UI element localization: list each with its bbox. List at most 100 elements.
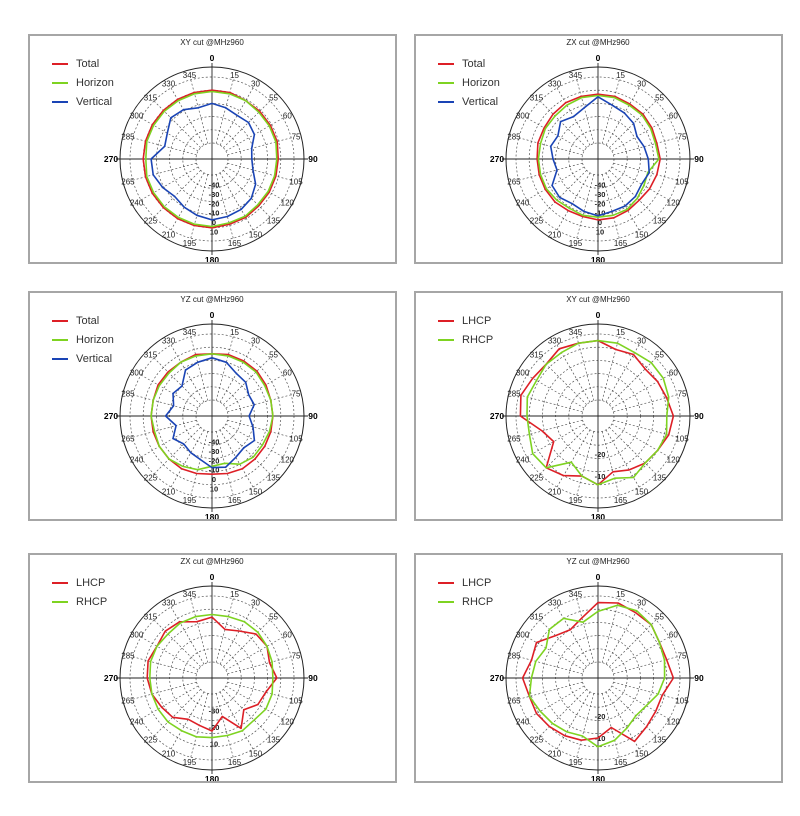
grid-spoke	[605, 429, 640, 488]
grid-spoke	[215, 693, 234, 758]
angle-tick-label: 105	[675, 697, 689, 706]
grid-spoke	[609, 689, 657, 737]
angle-tick-label: 300	[130, 631, 144, 640]
angle-tick-label: 345	[183, 328, 197, 337]
angle-tick-label: 135	[653, 217, 667, 226]
angle-tick-label: 30	[251, 80, 260, 89]
legend-item-vertical: Vertical	[52, 349, 114, 368]
angle-tick-label: 135	[267, 217, 281, 226]
grid-spoke	[215, 598, 234, 663]
legend-item-horizon: Horizon	[52, 73, 114, 92]
angle-tick-label: 15	[616, 590, 625, 599]
grid-spoke	[225, 685, 284, 720]
angle-tick-label: 240	[130, 718, 144, 727]
series-line-vertical	[150, 102, 257, 221]
angle-tick-label: 180	[205, 774, 219, 781]
legend-item-total: Total	[438, 54, 500, 73]
angle-tick-label: 60	[669, 112, 678, 121]
legend-swatch	[438, 100, 454, 103]
angle-tick-label: 265	[121, 697, 135, 706]
legend-label: Vertical	[76, 95, 113, 108]
angle-tick-label: 30	[637, 599, 646, 608]
angle-tick-label: 285	[507, 651, 521, 660]
angle-tick-label: 90	[308, 673, 318, 683]
grid-spoke	[227, 656, 292, 675]
grid-spoke	[539, 619, 587, 667]
grid-spoke	[132, 162, 197, 181]
legend-swatch	[52, 357, 68, 360]
legend-label: RHCP	[462, 595, 494, 608]
chart-legend: Total Horizon Vertical	[52, 54, 114, 111]
chart-legend: LHCP RHCP	[52, 573, 107, 611]
angle-tick-label: 300	[516, 369, 530, 378]
angle-tick-label: 120	[281, 199, 295, 208]
grid-spoke	[613, 681, 678, 700]
angle-tick-label: 135	[267, 474, 281, 483]
angle-tick-label: 120	[667, 456, 681, 465]
angle-tick-label: 330	[162, 337, 176, 346]
radial-tick-label: -30	[595, 190, 606, 199]
grid-spoke	[140, 166, 199, 201]
grid-spoke	[518, 394, 583, 413]
legend-label: Vertical	[462, 95, 499, 108]
angle-tick-label: 285	[121, 132, 135, 141]
radial-tick-label: 0	[212, 475, 216, 484]
angle-tick-label: 0	[210, 572, 215, 582]
legend-label: RHCP	[76, 595, 108, 608]
grid-spoke	[132, 681, 197, 700]
legend-swatch	[52, 600, 68, 603]
polar-grid	[116, 63, 308, 255]
polar-grid	[116, 582, 308, 774]
grid-spoke	[556, 172, 591, 231]
angle-tick-label: 240	[130, 199, 144, 208]
grid-spoke	[601, 174, 620, 239]
radial-tick-label: -10	[595, 734, 606, 743]
radial-tick-label: -40	[595, 180, 606, 189]
angle-tick-label: 300	[130, 369, 144, 378]
legend-label: Total	[462, 57, 486, 70]
grid-spoke	[611, 117, 670, 152]
legend-item-lhcp: LHCP	[438, 311, 493, 330]
radial-tick-label: 10	[210, 485, 218, 494]
series-line-total	[142, 89, 279, 229]
grid-spoke	[190, 79, 209, 144]
grid-spoke	[576, 174, 595, 239]
chart-legend: Total Horizon Vertical	[438, 54, 500, 111]
series-line-horizon	[537, 94, 660, 218]
grid-spoke	[576, 431, 595, 496]
angle-tick-label: 240	[516, 718, 530, 727]
angle-tick-label: 300	[516, 112, 530, 121]
grid-spoke	[170, 691, 205, 750]
series-line-rhcp	[528, 604, 666, 748]
angle-tick-label: 55	[269, 350, 278, 359]
radial-tick-label: -20	[209, 199, 220, 208]
angle-tick-label: 60	[669, 631, 678, 640]
grid-spoke	[227, 681, 292, 700]
angle-tick-label: 90	[694, 154, 704, 164]
angle-tick-label: 165	[614, 496, 628, 505]
angle-tick-label: 195	[569, 496, 583, 505]
angle-tick-label: 265	[507, 435, 521, 444]
angle-tick-label: 210	[162, 487, 176, 496]
legend-label: LHCP	[76, 576, 106, 589]
angle-tick-label: 345	[569, 590, 583, 599]
angle-tick-label: 105	[289, 435, 303, 444]
grid-spoke	[225, 374, 284, 409]
grid-spoke	[170, 172, 205, 231]
grid-spoke	[605, 87, 640, 146]
angle-tick-label: 270	[490, 673, 504, 683]
chart-title: XY cut @MHz960	[180, 38, 244, 47]
angle-tick-label: 315	[530, 350, 544, 359]
grid-spoke	[223, 170, 271, 218]
angle-tick-label: 0	[210, 310, 215, 320]
grid-spoke	[601, 598, 620, 663]
angle-tick-label: 345	[183, 590, 197, 599]
angle-tick-label: 285	[121, 651, 135, 660]
angle-tick-label: 135	[267, 736, 281, 745]
grid-spoke	[153, 170, 201, 218]
legend-swatch	[438, 600, 454, 603]
angle-tick-label: 315	[144, 350, 158, 359]
angle-tick-label: 270	[104, 411, 118, 421]
angle-tick-label: 150	[635, 487, 649, 496]
grid-spoke	[609, 427, 657, 475]
